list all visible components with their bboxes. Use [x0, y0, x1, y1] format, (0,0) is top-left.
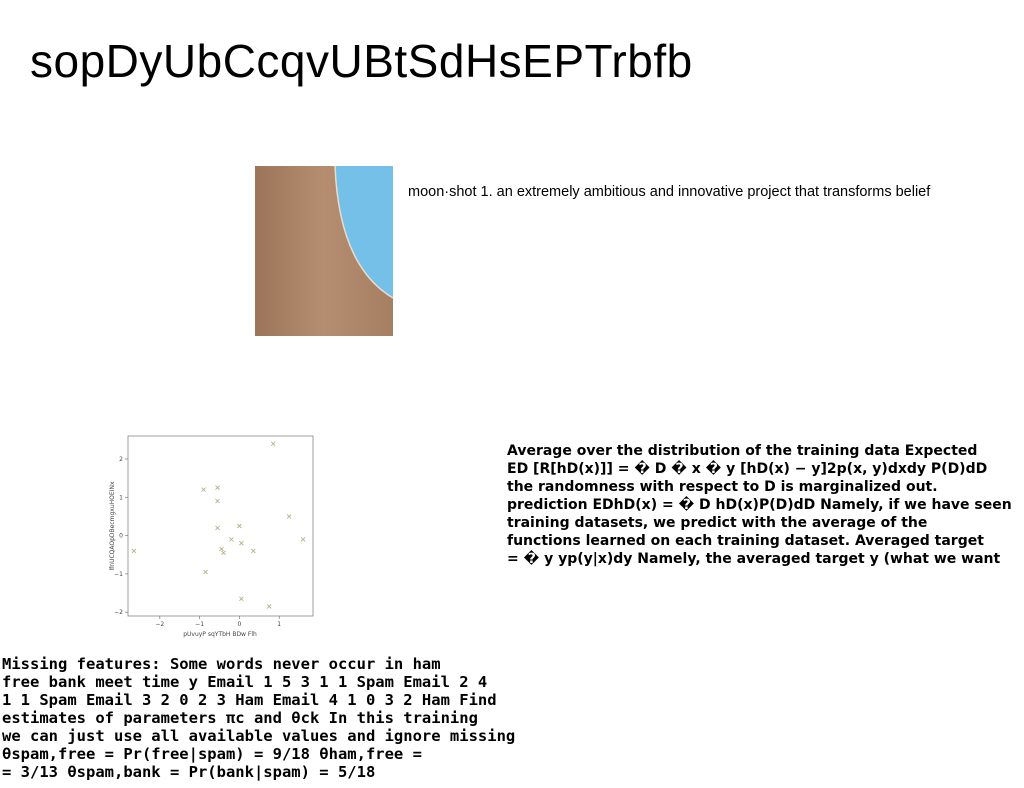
data-point — [131, 548, 137, 554]
plot-frame — [127, 435, 314, 617]
text-line: free bank meet time y Email 1 5 3 1 1 Sp… — [2, 673, 488, 691]
data-point — [300, 537, 306, 542]
data-point — [215, 498, 220, 504]
missing-features-paragraph: Missing features: Some words never occur… — [2, 655, 516, 781]
data-point — [237, 523, 242, 529]
axis-ticks: −2 −1 0 1 −2 −1 0 1 2 — [114, 456, 281, 628]
data-point — [239, 540, 244, 546]
x-tick-label: 0 — [237, 621, 241, 628]
data-point — [219, 546, 224, 552]
expectation-paragraph: Average over the distribution of the tra… — [507, 442, 1022, 568]
x-tick-label: −2 — [155, 621, 164, 628]
scatter-plot: −2 −1 0 1 −2 −1 0 1 2 pUvuyP sqYTbH BDw Flh lfnU… — [109, 435, 314, 638]
text-line: θspam,free = Pr(free|spam) = 9/18 θham,f… — [2, 745, 422, 763]
data-point — [286, 514, 292, 519]
text-line: = 3/13 θspam,bank = Pr(bank|spam) = 5/18 — [2, 763, 376, 781]
y-tick-label: 1 — [119, 494, 123, 501]
data-point — [221, 550, 226, 556]
data-point — [251, 548, 256, 554]
y-tick-label: 2 — [119, 456, 123, 463]
text-line: the randomness with respect to D is marg… — [507, 479, 938, 495]
data-point — [229, 537, 234, 542]
data-point — [239, 596, 244, 602]
text-line: ED [R[hD(x)]] = � D � x � y [hD(x) − y]2… — [507, 461, 988, 477]
data-point — [215, 485, 220, 491]
y-axis-label: lfnUCQAOpDBecmgxuHOEINx — [109, 481, 116, 570]
data-point — [270, 441, 276, 446]
data-points — [131, 441, 306, 609]
page-title: sopDyUbCcqvUBtSdHsEPTrbfb — [30, 35, 693, 87]
text-line: = � y yp(y|x)dy Namely, the averaged tar… — [507, 551, 1001, 567]
text-line: 1 1 Spam Email 3 2 0 2 3 Ham Email 4 1 0… — [2, 691, 497, 709]
text-line: Average over the distribution of the tra… — [507, 443, 978, 459]
text-line: estimates of parameters πc and θck In th… — [2, 709, 478, 727]
text-line: prediction EDhD(x) = � D hD(x)P(D)dD Nam… — [507, 497, 1012, 513]
data-point — [203, 569, 208, 575]
text-line: we can just use all available values and… — [2, 727, 516, 745]
x-axis-label: pUvuyP sqYTbH BDw Flh — [183, 631, 257, 638]
data-point — [266, 604, 272, 609]
text-line: training datasets, we predict with the a… — [507, 515, 928, 531]
caption-text: moon·shot 1. an extremely ambitious and … — [408, 184, 931, 200]
y-tick-label: 0 — [119, 533, 123, 540]
data-point — [215, 525, 220, 531]
text-line: functions learned on each training datas… — [507, 533, 984, 549]
y-tick-label: −1 — [114, 571, 123, 578]
text-line: Missing features: Some words never occur… — [2, 655, 441, 673]
data-point — [201, 487, 206, 492]
photo-curved-wall — [255, 166, 393, 336]
x-tick-label: 1 — [277, 621, 281, 628]
y-tick-label: −2 — [114, 609, 123, 616]
x-tick-label: −1 — [195, 621, 204, 628]
